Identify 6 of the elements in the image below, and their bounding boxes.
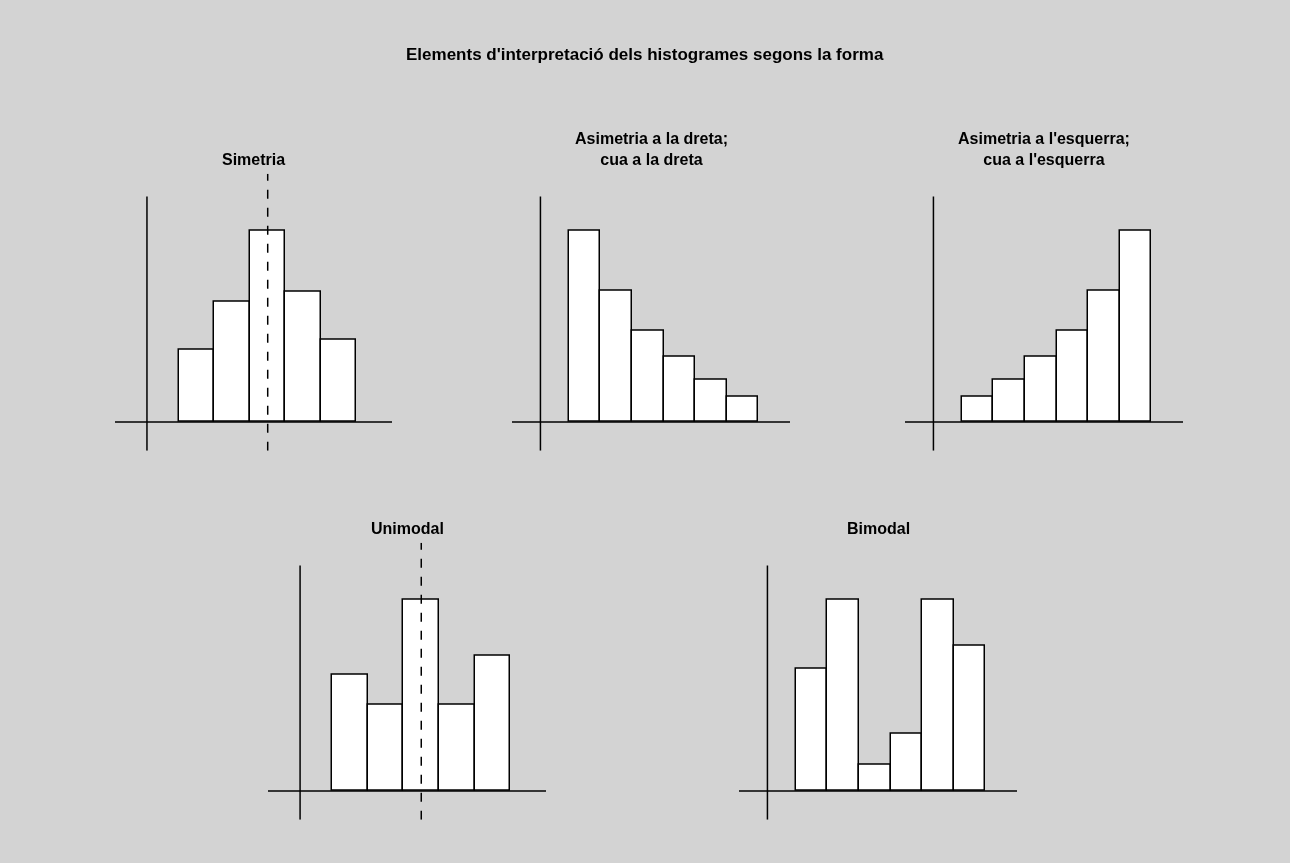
chart-title: Asimetria a l'esquerra; cua a l'esquerra: [958, 130, 1130, 168]
chart-title: Asimetria a la dreta; cua a la dreta: [575, 130, 728, 168]
chart-title: Bimodal: [847, 520, 911, 537]
chart-title: Simetria: [222, 151, 286, 168]
text: Elements d'interpretació dels histogrames segons la forma: [406, 45, 884, 64]
chart-title: Unimodal: [371, 520, 444, 537]
